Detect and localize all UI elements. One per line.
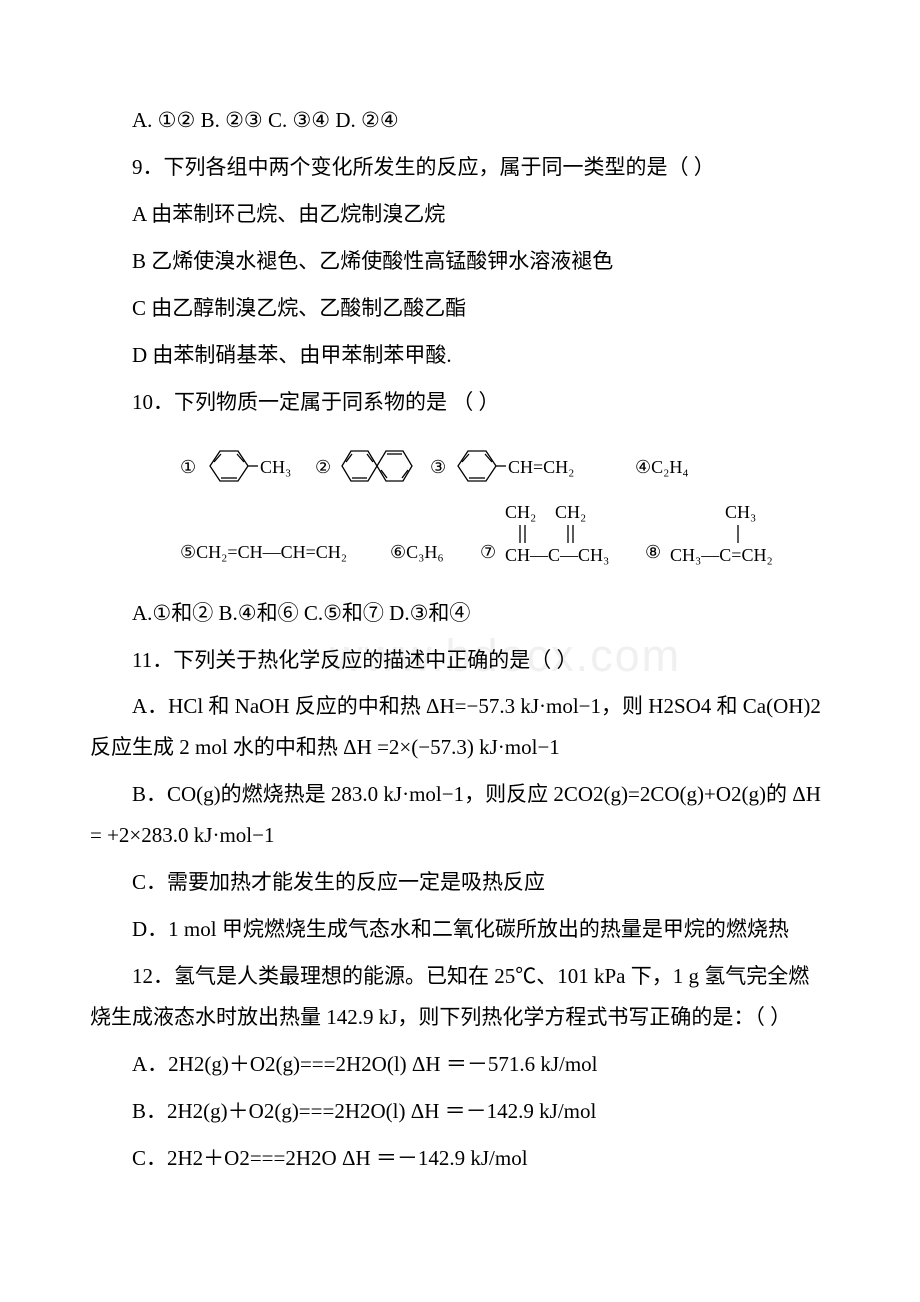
svg-text:⑥C₃H₆: ⑥C₃H₆ <box>390 542 444 562</box>
q9-option-d: D 由苯制硝基苯、由甲苯制苯甲酸. <box>90 335 830 376</box>
q10-stem: 10．下列物质一定属于同系物的是 （ ） <box>90 382 830 423</box>
svg-text:③: ③ <box>430 457 446 477</box>
q11-option-c: C．需要加热才能发生的反应一定是吸热反应 <box>90 862 830 903</box>
q11-option-b: B．CO(g)的燃烧热是 283.0 kJ·mol−1，则反应 2CO2(g)=… <box>90 774 830 856</box>
svg-text:④C₂H₄: ④C₂H₄ <box>635 457 689 477</box>
q11-option-d: D．1 mol 甲烷燃烧生成气态水和二氧化碳所放出的热量是甲烷的燃烧热 <box>90 909 830 950</box>
svg-text:CH₂: CH₂ <box>505 502 536 522</box>
svg-text:CH₃—C=CH₂: CH₃—C=CH₂ <box>670 545 773 565</box>
q12-option-c: C．2H2＋O2===2H2O ΔH ＝－142.9 kJ/mol <box>90 1138 830 1179</box>
svg-text:⑤CH₂=CH—CH=CH₂: ⑤CH₂=CH—CH=CH₂ <box>180 542 347 562</box>
q12-option-b: B．2H2(g)＋O2(g)===2H2O(l) ΔH ＝－142.9 kJ/m… <box>90 1091 830 1132</box>
q10-options: A.①和② B.④和⑥ C.⑤和⑦ D.③和④ <box>90 593 830 634</box>
q9-option-b: B 乙烯使溴水褪色、乙烯使酸性高锰酸钾水溶液褪色 <box>90 241 830 282</box>
svg-text:②: ② <box>315 457 331 477</box>
svg-text:CH₃: CH₃ <box>260 457 291 477</box>
q8-options: A. ①② B. ②③ C. ③④ D. ②④ <box>90 100 830 141</box>
svg-text:CH=CH₂: CH=CH₂ <box>508 457 574 477</box>
q9-option-c: C 由乙醇制溴乙烷、乙酸制乙酸乙酯 <box>90 288 830 329</box>
q11-option-a: A．HCl 和 NaOH 反应的中和热 ΔH=−57.3 kJ·mol−1，则 … <box>90 686 830 768</box>
svg-text:①: ① <box>180 457 196 477</box>
svg-text:CH₂: CH₂ <box>555 502 586 522</box>
q11-stem: 11．下列关于热化学反应的描述中正确的是（ ） <box>90 640 830 681</box>
q9-option-a: A 由苯制环己烷、由乙烷制溴乙烷 <box>90 194 830 235</box>
q9-stem: 9．下列各组中两个变化所发生的反应，属于同一类型的是（ ） <box>90 147 830 188</box>
svg-text:CH₃: CH₃ <box>725 502 756 522</box>
q12-option-a: A．2H2(g)＋O2(g)===2H2O(l) ΔH ＝－571.6 kJ/m… <box>90 1044 830 1085</box>
chem-structures-figure: ① CH₃ ② ③ <box>180 433 830 583</box>
svg-text:⑧: ⑧ <box>645 542 661 562</box>
svg-text:⑦: ⑦ <box>480 542 496 562</box>
svg-text:CH—C—CH₃: CH—C—CH₃ <box>505 545 609 565</box>
q12-stem: 12．氢气是人类最理想的能源。已知在 25℃、101 kPa 下，1 g 氢气完… <box>90 956 830 1038</box>
